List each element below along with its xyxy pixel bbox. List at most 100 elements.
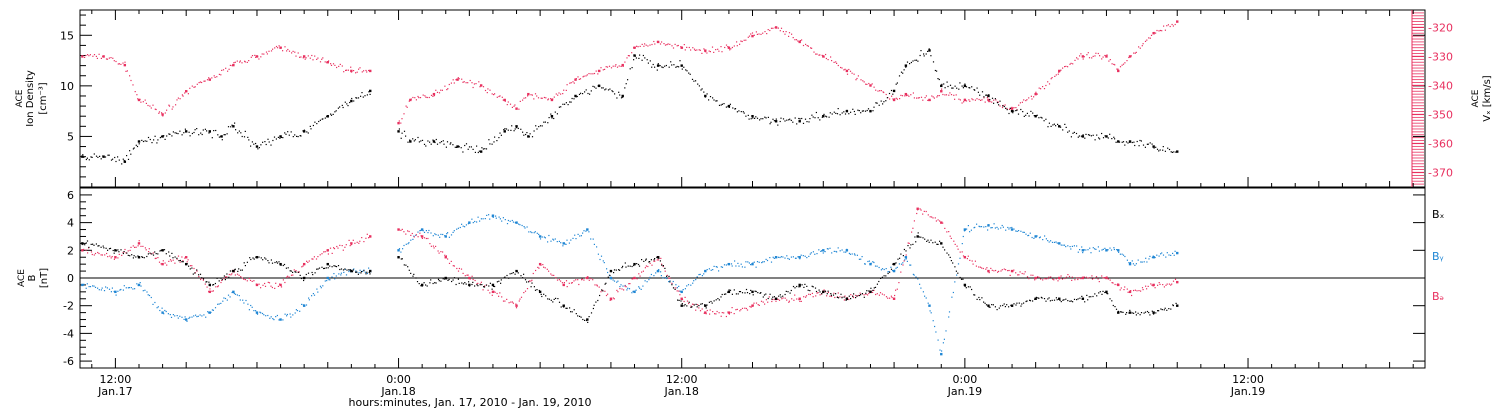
bx-dot: [468, 281, 470, 283]
bx-point: [916, 235, 919, 238]
density-dot: [297, 136, 299, 138]
bz-dot: [920, 209, 922, 211]
by-dot: [920, 287, 922, 289]
bx-dot: [1076, 299, 1078, 301]
bx-point: [1034, 297, 1037, 300]
vx-dot: [1077, 58, 1079, 60]
by-dot: [355, 270, 357, 272]
density-tick-label: 10: [60, 80, 74, 93]
bz-dot: [518, 300, 520, 302]
vx-dot: [282, 50, 284, 52]
vx-dot: [779, 30, 781, 32]
vx-dot: [760, 33, 762, 35]
vx-point: [81, 55, 84, 58]
bz-dot: [745, 307, 747, 310]
bx-dot: [899, 257, 901, 259]
by-dot: [568, 242, 570, 244]
density-dot: [215, 129, 217, 132]
by-dot: [242, 299, 244, 301]
by-dot: [320, 287, 322, 289]
density-point: [621, 94, 624, 98]
density-dot: [482, 148, 484, 150]
by-dot: [329, 279, 331, 281]
bz-dot: [573, 280, 575, 282]
bx-dot: [202, 278, 205, 280]
density-dot: [701, 88, 703, 90]
bz-dot: [731, 307, 733, 309]
density-dot: [339, 106, 341, 108]
by-dot: [157, 306, 159, 308]
vx-dot: [405, 105, 407, 107]
density-dot: [341, 104, 343, 106]
bx-dot: [701, 303, 703, 305]
vx-dot: [268, 50, 270, 52]
by-dot: [172, 314, 174, 316]
by-dot: [1113, 247, 1115, 249]
bz-point: [468, 276, 471, 280]
density-dot: [196, 128, 198, 130]
bz-dot: [664, 270, 666, 272]
vx-dot: [1109, 59, 1111, 61]
vx-dot: [1042, 86, 1044, 88]
density-dot: [1090, 135, 1092, 137]
vx-dot: [322, 57, 324, 59]
bx-dot: [212, 284, 214, 286]
by-dot: [1087, 249, 1089, 251]
density-point: [208, 130, 211, 133]
by-dot: [910, 264, 912, 266]
by-dot: [658, 269, 660, 271]
bz-dot: [741, 307, 744, 309]
vx-dot: [316, 58, 318, 60]
vx-dot: [701, 52, 703, 54]
vx-dot: [1019, 102, 1021, 104]
bx-dot: [1081, 295, 1083, 297]
by-dot: [1170, 254, 1172, 256]
by-dot: [484, 218, 486, 220]
by-dot: [836, 251, 838, 253]
vx-dot: [414, 97, 416, 99]
vx-dot: [912, 92, 914, 94]
by-dot: [769, 257, 771, 259]
vx-dot: [669, 43, 671, 45]
density-dot: [362, 96, 364, 98]
bz-dot: [566, 286, 568, 288]
bx-dot: [826, 293, 828, 295]
vx-dot: [321, 58, 323, 60]
density-dot: [202, 129, 204, 131]
density-dot: [429, 141, 431, 143]
density-dot: [138, 143, 140, 145]
vx-dot: [1082, 58, 1084, 60]
vx-dot: [901, 95, 904, 97]
vx-dot: [811, 47, 813, 49]
bx-dot: [1128, 312, 1130, 314]
bx-dot: [656, 256, 658, 258]
bx-dot: [201, 277, 203, 279]
bx-dot: [749, 293, 751, 295]
bz-dot: [186, 261, 188, 263]
density-dot: [260, 144, 262, 146]
by-dot: [516, 222, 518, 224]
by-dot: [773, 257, 775, 259]
density-dot: [366, 94, 368, 96]
bz-dot: [369, 235, 371, 237]
bx-dot: [974, 294, 976, 296]
vx-dot: [837, 64, 839, 67]
density-dot: [481, 147, 483, 149]
density-dot: [478, 150, 480, 152]
bz-point: [1117, 283, 1120, 287]
bx-dot: [1026, 300, 1028, 302]
bz-dot: [848, 298, 850, 301]
bx-dot: [84, 244, 86, 246]
by-dot: [617, 280, 619, 282]
by-dot: [592, 238, 594, 240]
vx-dot: [1048, 83, 1051, 85]
by-dot: [846, 248, 848, 250]
bx-dot: [1172, 305, 1174, 307]
density-dot: [678, 66, 680, 68]
density-dot: [836, 113, 839, 115]
bx-dot: [964, 285, 966, 287]
vx-dot: [1067, 66, 1069, 68]
by-dot: [795, 257, 797, 259]
by-dot: [105, 286, 107, 288]
density-point: [456, 145, 459, 148]
